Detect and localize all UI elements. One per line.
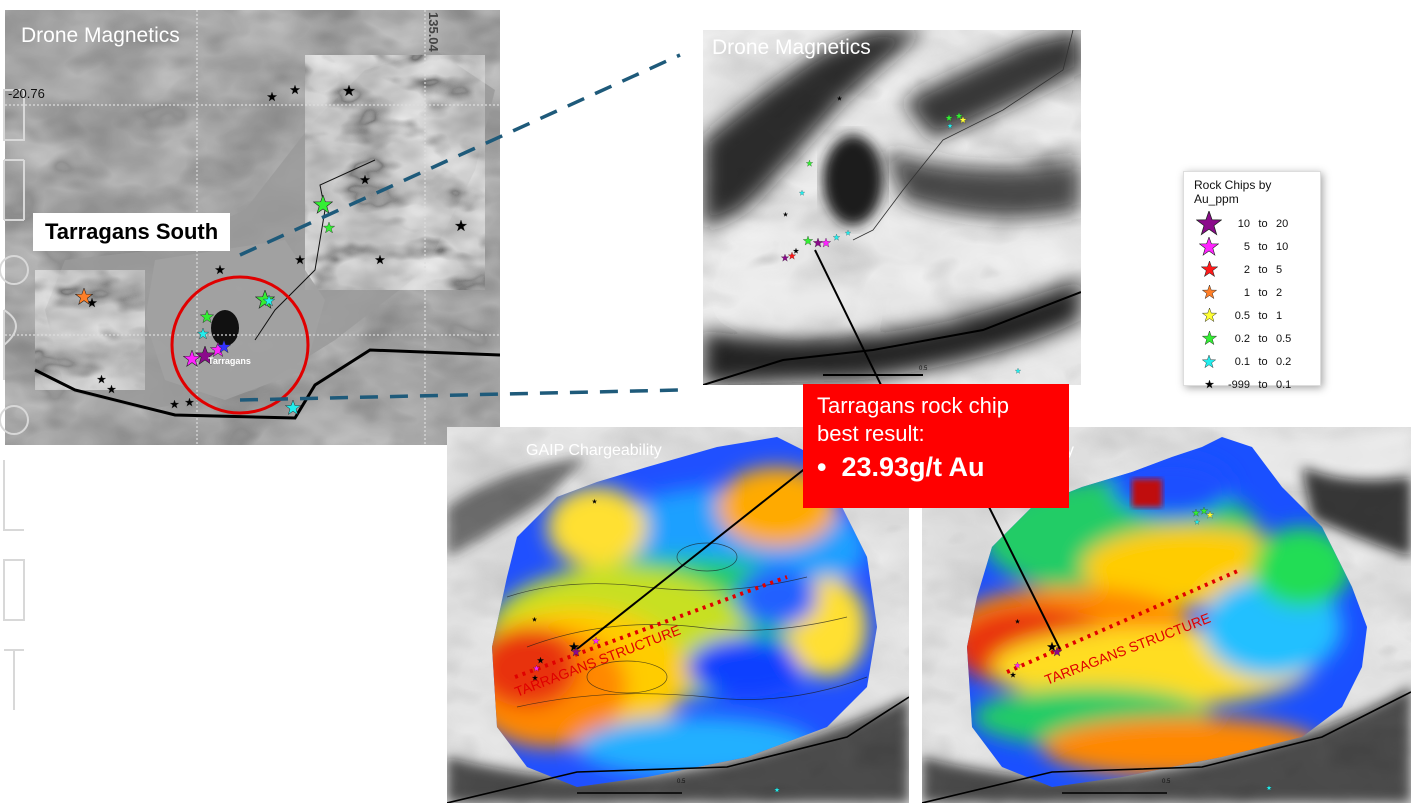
legend-to: 1 — [1276, 309, 1283, 322]
legend-to-word: to — [1258, 378, 1268, 391]
legend-row: 2 to 5 — [1194, 258, 1310, 281]
legend-from: 1 — [1243, 286, 1250, 299]
legend-from: 0.2 — [1234, 332, 1250, 345]
legend-row: 0.1 to 0.2 — [1194, 350, 1310, 373]
area-label: Tarragans South — [33, 213, 231, 251]
star-icon — [1194, 210, 1224, 237]
legend-to: 0.2 — [1276, 355, 1292, 368]
callout-line-2: best result: — [817, 421, 925, 446]
legend-row: 0.5 to 1 — [1194, 304, 1310, 327]
legend-from: -999 — [1227, 378, 1250, 391]
legend-to: 2 — [1276, 286, 1283, 299]
star-icon — [1194, 331, 1224, 346]
legend-to-word: to — [1258, 355, 1268, 368]
legend-to: 0.1 — [1276, 378, 1292, 391]
star-icon — [1194, 308, 1224, 323]
callout-result: • 23.93g/t Au — [817, 452, 1055, 483]
legend-from: 10 — [1237, 217, 1250, 230]
legend-to-word: to — [1258, 332, 1268, 345]
legend-row: 10 to 20 — [1194, 210, 1310, 237]
star-icon — [1194, 261, 1224, 278]
star-icon — [1194, 354, 1224, 369]
legend-rows: 10 to 20 5 to 10 2 to 5 1 to 2 0.5 to 1 0.2 to 0.5 0.1 to 0.… — [1194, 210, 1310, 396]
legend-from: 0.1 — [1234, 355, 1250, 368]
legend-to-word: to — [1258, 217, 1268, 230]
legend-to: 5 — [1276, 263, 1283, 276]
best-result-callout: Tarragans rock chip best result: • 23.93… — [803, 384, 1069, 508]
map-panel-detail[interactable]: Drone Magnetics 0.5 — [703, 30, 1081, 385]
legend-title: Rock Chips by Au_ppm — [1194, 178, 1272, 206]
panel-title: Drone Magnetics — [21, 24, 180, 47]
scale-value: 0.5 — [919, 366, 928, 372]
bullet-icon: • — [817, 452, 827, 482]
legend-row: -999 to 0.1 — [1194, 373, 1310, 396]
callout-line-1: Tarragans rock chip — [817, 393, 1009, 418]
panel-title: GAIP Chargeability — [526, 442, 662, 459]
legend-row: 0.2 to 0.5 — [1194, 327, 1310, 350]
result-value: 23.93g/t Au — [841, 452, 985, 482]
legend-to-word: to — [1258, 309, 1268, 322]
watermark-letters — [0, 89, 29, 710]
latitude-label: -20.76 — [8, 86, 45, 101]
legend-row: 5 to 10 — [1194, 235, 1310, 258]
legend-to-word: to — [1258, 263, 1268, 276]
legend-to: 20 — [1276, 217, 1289, 230]
panel-title: Drone Magnetics — [712, 36, 871, 59]
legend-from: 0.5 — [1234, 309, 1250, 322]
legend-from: 2 — [1243, 263, 1250, 276]
star-icon — [1194, 380, 1224, 389]
legend-to: 0.5 — [1276, 332, 1292, 345]
scale-value: 0.5 — [677, 779, 686, 785]
star-icon — [1194, 285, 1224, 300]
rock-chip-legend: Rock Chips by Au_ppm 10 to 20 5 to 10 2 to 5 1 to 2… — [1183, 171, 1321, 391]
prospect-label: Tarragans — [208, 356, 251, 366]
legend-to: 10 — [1276, 240, 1289, 253]
legend-from: 5 — [1243, 240, 1250, 253]
longitude-label: 135.04 — [426, 12, 441, 52]
legend-row: 1 to 2 — [1194, 281, 1310, 304]
star-icon — [1194, 236, 1224, 257]
legend-to-word: to — [1258, 286, 1268, 299]
scale-value: 0.5 — [1162, 779, 1171, 785]
legend-to-word: to — [1258, 240, 1268, 253]
